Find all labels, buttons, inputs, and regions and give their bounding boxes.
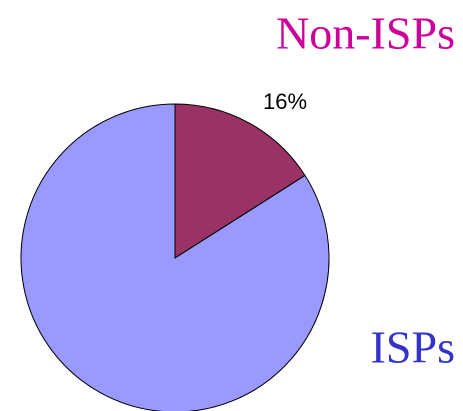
slice-label: Non-ISPs [276, 8, 455, 59]
value-label: 16% [263, 89, 307, 114]
slice-label: ISPs [371, 322, 455, 373]
pie-slice [174, 103, 306, 259]
pie-slice [20, 103, 330, 411]
